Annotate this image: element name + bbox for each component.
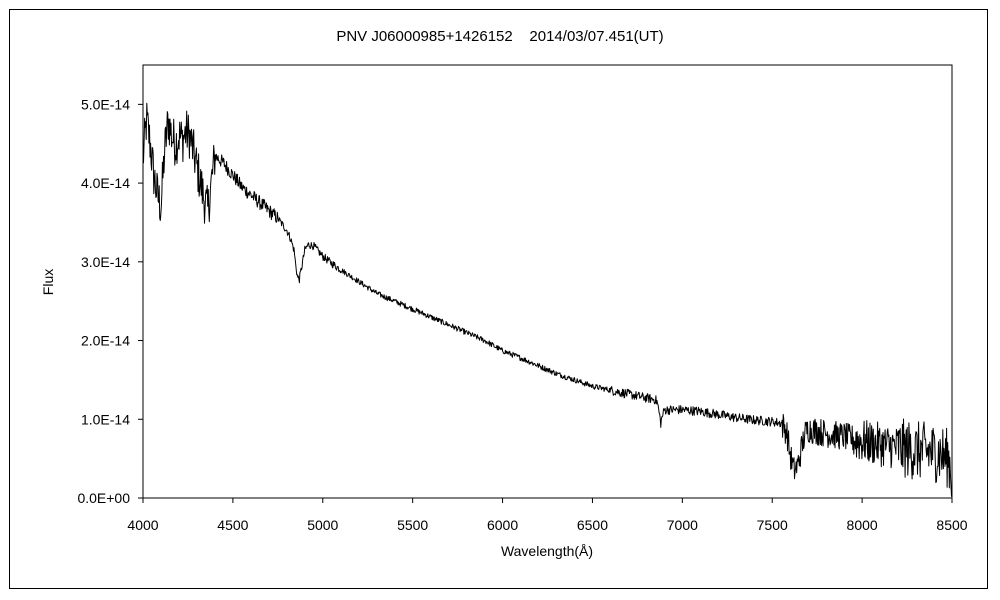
x-tick-label: 8000 bbox=[847, 517, 878, 533]
chart-frame bbox=[9, 9, 988, 589]
x-tick-label: 7500 bbox=[757, 517, 788, 533]
y-tick-label: 2.0E-14 bbox=[81, 333, 130, 349]
y-tick-label: 3.0E-14 bbox=[81, 254, 130, 270]
x-axis: 4000 4500 5000 5500 6000 6500 7000 7500 8000 8500 bbox=[127, 498, 968, 533]
x-tick-label: 8500 bbox=[936, 517, 967, 533]
y-axis-label: Flux bbox=[40, 269, 56, 295]
x-tick-label: 4000 bbox=[127, 517, 158, 533]
x-tick-label: 4500 bbox=[217, 517, 248, 533]
y-tick-label: 0.0E+00 bbox=[77, 490, 130, 506]
y-tick-label: 1.0E-14 bbox=[81, 411, 130, 427]
x-tick-label: 5000 bbox=[307, 517, 338, 533]
x-tick-label: 7000 bbox=[667, 517, 698, 533]
x-axis-label: Wavelength(Å) bbox=[501, 543, 593, 559]
x-tick-label: 5500 bbox=[397, 517, 428, 533]
x-tick-label: 6500 bbox=[577, 517, 608, 533]
y-tick-label: 4.0E-14 bbox=[81, 175, 130, 191]
y-tick-label: 5.0E-14 bbox=[81, 96, 130, 112]
chart-title: PNV J06000985+1426152 2014/03/07.451(UT) bbox=[336, 28, 663, 45]
x-tick-label: 6000 bbox=[487, 517, 518, 533]
y-axis: 0.0E+00 1.0E-14 2.0E-14 3.0E-14 4.0E-14 5.0E-… bbox=[77, 96, 143, 506]
plot-area bbox=[142, 64, 953, 499]
spectrum-line bbox=[142, 102, 952, 497]
